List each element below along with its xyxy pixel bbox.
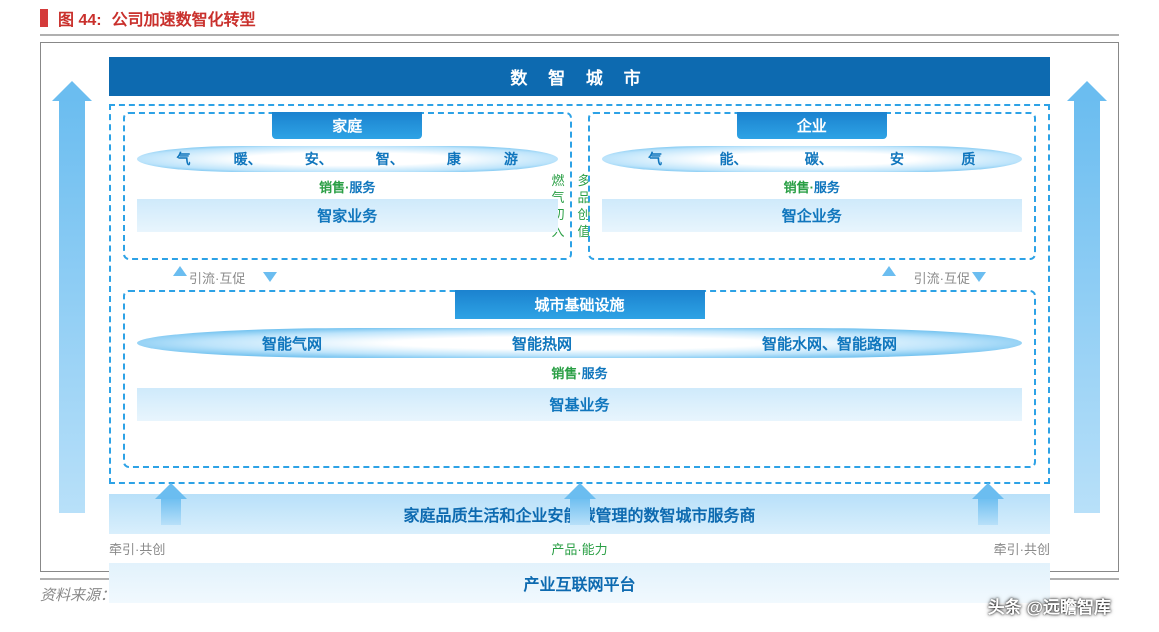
enterprise-item: 安 [890,149,904,169]
title-underline [40,34,1119,36]
link-mid: 产品·能力 [551,539,607,558]
platform-bar: 产业互联网平台 [109,563,1050,603]
flow-label-left: 引流·互促 [189,268,245,287]
family-box: 家庭 气 暖、 安、 智、 康 游 销售·服务 智家业务 [123,112,572,260]
infra-sale-service: 销售·服务 [137,363,1022,382]
enterprise-item: 质 [961,149,975,169]
enterprise-header: 企业 [737,112,887,139]
two-column-row: 家庭 气 暖、 安、 智、 康 游 销售·服务 智家业务 企业 气 [123,112,1036,260]
infrastructure-header: 城市基础设施 [454,290,704,319]
bottom-link-row: 牵引·共创 产品·能力 牵引·共创 [109,539,1050,558]
arrow-icon [263,272,277,282]
title-marker [40,9,48,27]
arrow-icon [882,266,896,276]
arrow-icon [173,266,187,276]
top-banner: 数 智 城 市 [109,57,1050,96]
mini-arrow-right [978,497,998,525]
enterprise-item: 气 [648,149,662,169]
middle-wrap: 燃气切入 多品创值 家庭 气 暖、 安、 智、 康 游 销售·服务 智家业务 [109,104,1050,484]
family-item: 气 [177,149,191,169]
figure-title: 公司加速数智化转型 [112,6,256,30]
link-left: 牵引·共创 [109,539,165,558]
enterprise-item: 碳、 [805,149,833,169]
enterprise-ellipse: 气 能、 碳、 安 质 [602,146,1023,172]
enterprise-sale-service: 销售·服务 [602,177,1023,196]
family-sale-service: 销售·服务 [137,177,558,196]
link-right: 牵引·共创 [994,539,1050,558]
family-item: 暖、 [234,149,262,169]
family-ellipse: 气 暖、 安、 智、 康 游 [137,146,558,172]
infra-business-bar: 智基业务 [137,388,1022,421]
family-item: 智、 [376,149,404,169]
family-item: 游 [504,149,518,169]
enterprise-business-bar: 智企业务 [602,199,1023,232]
family-item: 安、 [305,149,333,169]
flow-label-right: 引流·互促 [914,268,970,287]
side-arrow-left [59,99,85,513]
infrastructure-box: 城市基础设施 智能气网 智能热网 智能水网、智能路网 销售·服务 智基业务 [123,290,1036,468]
figure-title-row: 图 44: 公司加速数智化转型 [0,0,1159,34]
infra-item: 智能热网 [512,333,572,354]
figure-number: 图 44: [58,6,102,30]
arrow-icon [972,272,986,282]
infra-item: 智能水网、智能路网 [762,333,897,354]
family-header: 家庭 [272,112,422,139]
family-business-bar: 智家业务 [137,199,558,232]
side-arrow-right [1074,99,1100,513]
mini-arrow-left [161,497,181,525]
family-item: 康 [447,149,461,169]
infrastructure-ellipse: 智能气网 智能热网 智能水网、智能路网 [137,328,1022,358]
enterprise-item: 能、 [719,149,747,169]
watermark: 头条 @远瞻智库 [988,593,1111,618]
enterprise-box: 企业 气 能、 碳、 安 质 销售·服务 智企业务 [588,112,1037,260]
infra-item: 智能气网 [262,333,322,354]
diagram-frame: 数 智 城 市 燃气切入 多品创值 家庭 气 暖、 安、 智、 康 游 销售·服 [40,42,1119,572]
mini-arrow-mid [570,497,590,525]
